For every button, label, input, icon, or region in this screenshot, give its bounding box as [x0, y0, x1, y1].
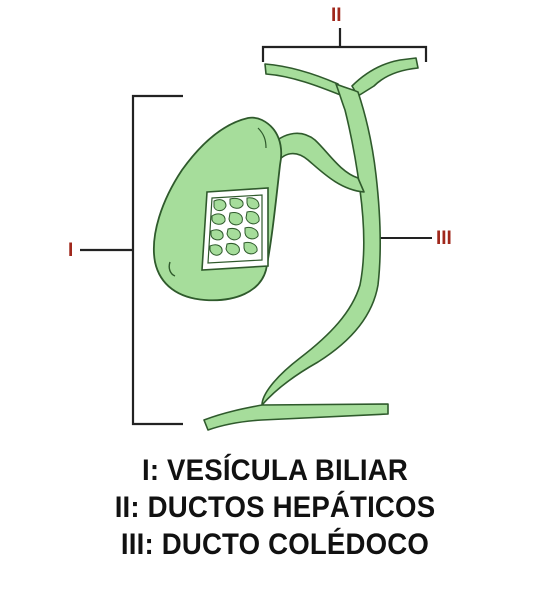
gallbladder-cutaway-window [201, 187, 269, 271]
diagram-legend: I: VESÍCULA BILIAR II: DUCTOS HEPÁTICOS … [0, 452, 550, 563]
marker-hepatic-ducts: II [331, 5, 342, 26]
legend-item-hepatic-ducts: II: DUCTOS HEPÁTICOS [114, 491, 436, 524]
legend-item-gallbladder: I: VESÍCULA BILIAR [141, 454, 409, 487]
left-hepatic-duct [264, 63, 344, 97]
biliary-system-illustration [80, 28, 432, 431]
bracket-hepatic-ducts [261, 28, 428, 62]
marker-common-duct: III [436, 228, 452, 249]
cystic-duct [267, 132, 365, 193]
legend-item-common-duct: III: DUCTO COLÉDOCO [120, 528, 430, 561]
marker-gallbladder: I [68, 240, 74, 261]
right-hepatic-duct [351, 57, 419, 97]
bracket-gallbladder [80, 94, 183, 426]
gallbladder [153, 116, 283, 302]
duct-system [203, 57, 419, 431]
